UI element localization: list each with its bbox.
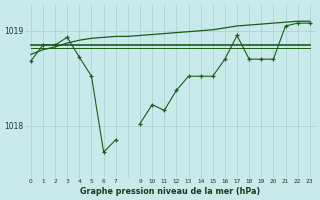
X-axis label: Graphe pression niveau de la mer (hPa): Graphe pression niveau de la mer (hPa) <box>80 187 260 196</box>
